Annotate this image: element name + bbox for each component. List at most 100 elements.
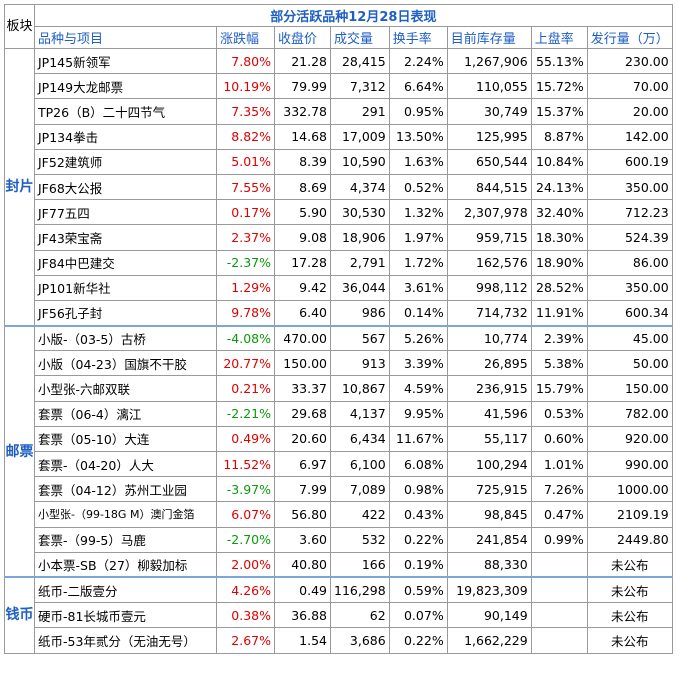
cell-close: 5.90 bbox=[274, 199, 331, 226]
cell-rate: 15.79% bbox=[530, 375, 588, 402]
cell-change: 7.55% bbox=[216, 173, 275, 201]
cell-turnover: 0.14% bbox=[388, 299, 448, 327]
table-row: 小版（04-23）国旗不干胶 20.77% 150.00 913 3.39% 26,895… bbox=[5, 350, 673, 377]
sector-header: 板块 bbox=[4, 4, 35, 49]
table-row: JP149大龙邮票 10.19% 79.99 7,312 6.64% 110,055 15.… bbox=[5, 73, 673, 100]
cell-name: 小型张-（99-18G M）澳门金箔 bbox=[34, 501, 217, 528]
table-row: 小本票-SB（27）柳毅加标 2.00% 40.80 166 0.19% 88,330 未公… bbox=[5, 551, 673, 578]
cell-stock: 100,294 bbox=[446, 450, 532, 478]
cell-turnover: 3.39% bbox=[388, 350, 448, 377]
cell-change: 5.01% bbox=[216, 148, 275, 175]
cell-stock: 55,117 bbox=[446, 425, 532, 453]
cell-name: JF52建筑师 bbox=[34, 148, 217, 175]
cell-stock: 650,544 bbox=[446, 148, 532, 175]
cell-name: JP134拳击 bbox=[34, 123, 217, 150]
cell-name: 套票（05-10）大连 bbox=[34, 425, 217, 453]
cell-stock: 241,854 bbox=[446, 526, 532, 553]
cell-stock: 26,895 bbox=[446, 350, 532, 377]
cell-turnover: 1.32% bbox=[388, 199, 448, 226]
cell-name: 套票（06-4）漓江 bbox=[34, 400, 217, 427]
cell-close: 79.99 bbox=[274, 73, 331, 100]
cell-close: 40.80 bbox=[274, 551, 331, 578]
cell-turnover: 0.52% bbox=[388, 173, 448, 201]
table-row: JF56孔子封 9.78% 6.40 986 0.14% 714,732 11.91% 600… bbox=[5, 299, 673, 327]
cell-volume: 986 bbox=[330, 299, 390, 327]
cell-rate: 2.39% bbox=[530, 324, 588, 352]
col-header-change: 涨跌幅 bbox=[216, 26, 275, 49]
table-row: JF68大公报 7.55% 8.69 4,374 0.52% 844,515 24.13% 3… bbox=[5, 173, 673, 201]
cell-change: 1.29% bbox=[216, 274, 275, 301]
cell-close: 3.60 bbox=[274, 526, 331, 553]
cell-stock: 10,774 bbox=[446, 324, 532, 352]
cell-change: 20.77% bbox=[216, 350, 275, 377]
cell-stock: 236,915 bbox=[446, 375, 532, 402]
cell-rate: 32.40% bbox=[530, 199, 588, 226]
cell-close: 7.99 bbox=[274, 476, 331, 503]
cell-close: 8.39 bbox=[274, 148, 331, 175]
cell-close: 6.97 bbox=[274, 450, 331, 478]
cell-close: 56.80 bbox=[274, 501, 331, 528]
cell-turnover: 0.59% bbox=[388, 576, 448, 604]
cell-turnover: 1.72% bbox=[388, 249, 448, 276]
cell-issue: 未公布 bbox=[586, 627, 673, 654]
cell-stock: 110,055 bbox=[446, 73, 532, 100]
cell-issue: 990.00 bbox=[586, 450, 673, 478]
cell-volume: 10,590 bbox=[330, 148, 390, 175]
cell-name: JF56孔子封 bbox=[34, 299, 217, 327]
cell-turnover: 1.97% bbox=[388, 224, 448, 251]
cell-change: 9.78% bbox=[216, 299, 275, 327]
cell-close: 14.68 bbox=[274, 123, 331, 150]
table-row: JP134拳击 8.82% 14.68 17,009 13.50% 125,995 8.87… bbox=[5, 123, 673, 150]
cell-change: 0.49% bbox=[216, 425, 275, 453]
cell-change: 2.00% bbox=[216, 551, 275, 578]
cell-close: 0.49 bbox=[274, 576, 331, 604]
cell-name: 纸币-二版壹分 bbox=[34, 576, 217, 604]
cell-name: 小版-（03-5）古桥 bbox=[34, 324, 217, 352]
cell-volume: 17,009 bbox=[330, 123, 390, 150]
cell-turnover: 1.63% bbox=[388, 148, 448, 175]
col-header-close: 收盘价 bbox=[274, 26, 331, 49]
col-header-issue: 发行量（万） bbox=[586, 26, 673, 49]
cell-turnover: 0.98% bbox=[388, 476, 448, 503]
cell-name: 小版（04-23）国旗不干胶 bbox=[34, 350, 217, 377]
cell-change: 7.35% bbox=[216, 98, 275, 125]
cell-turnover: 6.08% bbox=[388, 450, 448, 478]
table-row: 套票（04-12）苏州工业园 -3.97% 7.99 7,089 0.98% 725,91… bbox=[5, 476, 673, 503]
table-row: 套票（05-10）大连 0.49% 20.60 6,434 11.67% 55,117 0.… bbox=[5, 425, 673, 453]
cell-rate: 0.99% bbox=[530, 526, 588, 553]
cell-stock: 90,149 bbox=[446, 602, 532, 629]
cell-issue: 782.00 bbox=[586, 400, 673, 427]
cell-issue: 50.00 bbox=[586, 350, 673, 377]
cell-close: 17.28 bbox=[274, 249, 331, 276]
cell-close: 36.88 bbox=[274, 602, 331, 629]
cell-rate: 18.90% bbox=[530, 249, 588, 276]
col-header-rate: 上盘率 bbox=[530, 26, 588, 49]
cell-volume: 116,298 bbox=[330, 576, 390, 604]
cell-change: 7.80% bbox=[216, 47, 275, 75]
cell-rate: 11.91% bbox=[530, 299, 588, 327]
cell-rate: 10.84% bbox=[530, 148, 588, 175]
cell-turnover: 6.64% bbox=[388, 73, 448, 100]
cell-issue: 524.39 bbox=[586, 224, 673, 251]
cell-issue: 2109.19 bbox=[586, 501, 673, 528]
cell-name: JF84中巴建交 bbox=[34, 249, 217, 276]
cell-change: 0.17% bbox=[216, 199, 275, 226]
cell-stock: 19,823,309 bbox=[446, 576, 532, 604]
cell-close: 332.78 bbox=[274, 98, 331, 125]
table-title: 部分活跃品种12月28日表现 bbox=[34, 4, 673, 27]
cell-issue: 1000.00 bbox=[586, 476, 673, 503]
cell-name: 硬币-81长城币壹元 bbox=[34, 602, 217, 629]
cell-volume: 7,312 bbox=[330, 73, 390, 100]
cell-issue: 712.23 bbox=[586, 199, 673, 226]
cell-name: JF43荣宝斋 bbox=[34, 224, 217, 251]
cell-volume: 291 bbox=[330, 98, 390, 125]
cell-issue: 142.00 bbox=[586, 123, 673, 150]
cell-name: 小本票-SB（27）柳毅加标 bbox=[34, 551, 217, 578]
cell-rate: 55.13% bbox=[530, 47, 588, 75]
cell-turnover: 11.67% bbox=[388, 425, 448, 453]
cell-issue: 350.00 bbox=[586, 173, 673, 201]
market-table: 板块 部分活跃品种12月28日表现 品种与项目 涨跌幅 收盘价 成交量 换手率 … bbox=[4, 4, 673, 654]
cell-volume: 7,089 bbox=[330, 476, 390, 503]
cell-stock: 998,112 bbox=[446, 274, 532, 301]
table-row: 小型张-（99-18G M）澳门金箔 6.07% 56.80 422 0.43% 98,8… bbox=[5, 501, 673, 528]
